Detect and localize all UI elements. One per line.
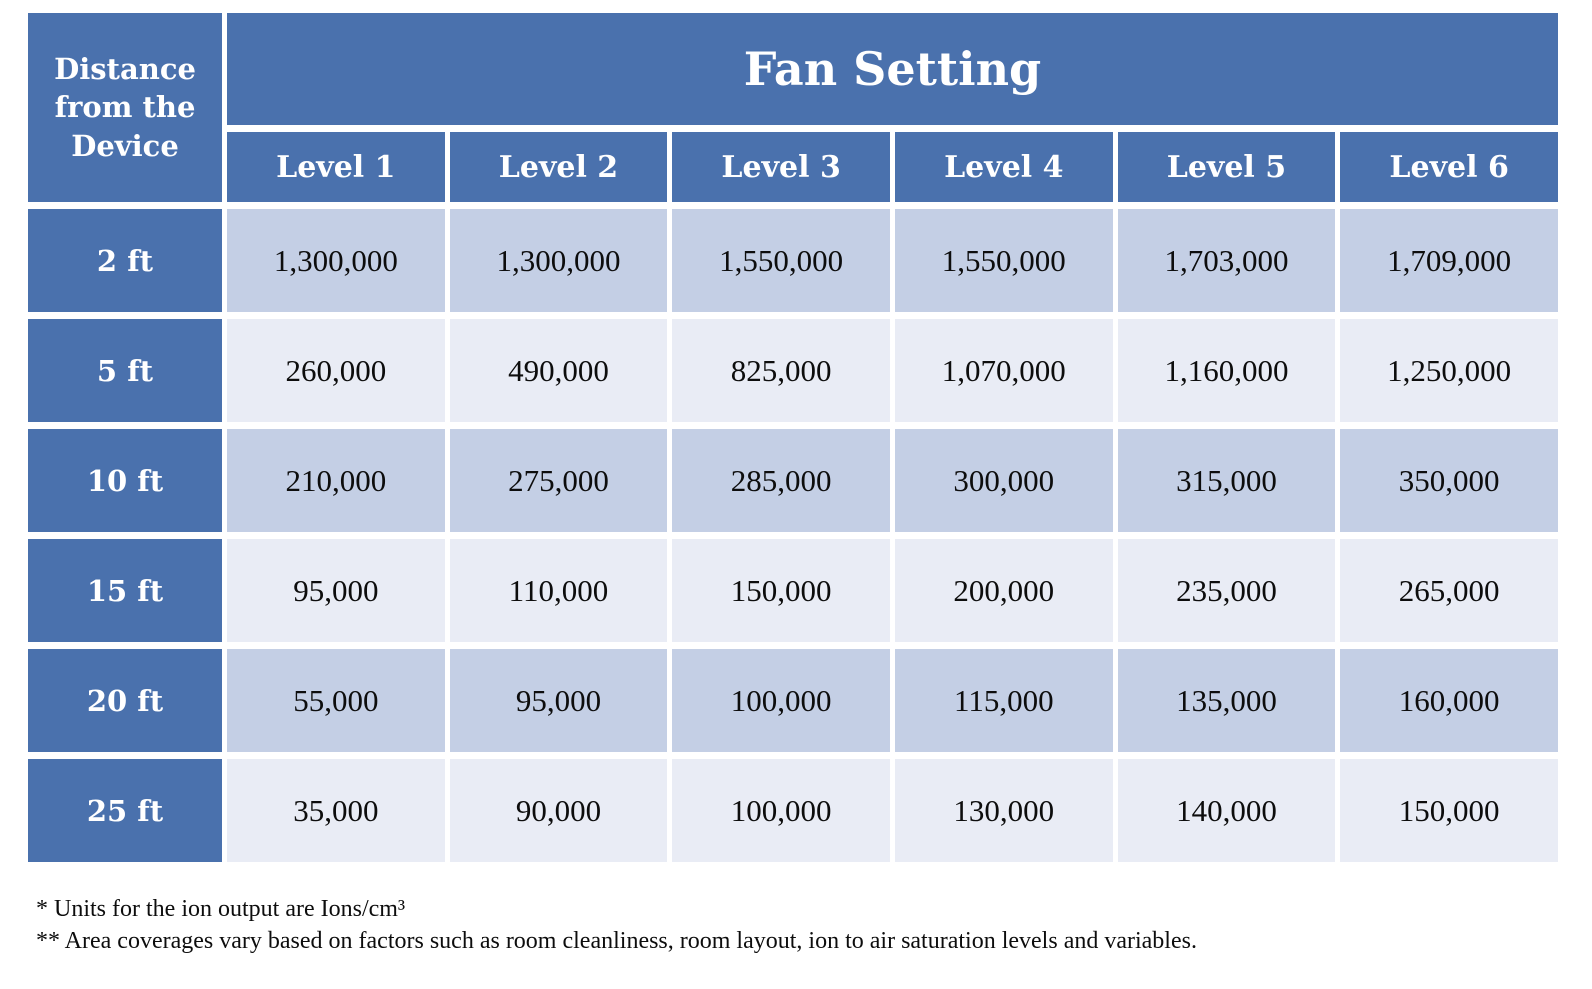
value-cell: 490,000 bbox=[449, 319, 668, 422]
value-cell: 1,300,000 bbox=[227, 209, 445, 312]
column-header-row: Level 1 Level 2 Level 3 Level 4 Level 5 Level… bbox=[28, 132, 1558, 202]
column-header-level-3: Level 3 bbox=[672, 132, 890, 202]
value-cell: 130,000 bbox=[894, 759, 1113, 862]
column-header-level-5: Level 5 bbox=[1117, 132, 1336, 202]
value-cell: 210,000 bbox=[227, 429, 445, 532]
value-cell: 95,000 bbox=[449, 649, 668, 752]
value-cell: 1,250,000 bbox=[1340, 319, 1558, 422]
value-cell: 115,000 bbox=[894, 649, 1113, 752]
value-cell: 1,709,000 bbox=[1340, 209, 1558, 312]
value-cell: 100,000 bbox=[672, 759, 890, 862]
value-cell: 135,000 bbox=[1117, 649, 1336, 752]
footnote-coverage: ** Area coverages vary based on factors … bbox=[36, 928, 1197, 954]
column-header-level-6: Level 6 bbox=[1340, 132, 1558, 202]
table-row: 5 ft 260,000 490,000 825,000 1,070,000 1,160,… bbox=[28, 319, 1558, 422]
value-cell: 35,000 bbox=[227, 759, 445, 862]
group-header-fan-setting: Fan Setting bbox=[227, 13, 1558, 125]
column-header-level-1: Level 1 bbox=[227, 132, 445, 202]
table-row: 15 ft 95,000 110,000 150,000 200,000 235,000 2… bbox=[28, 539, 1558, 642]
value-cell: 1,550,000 bbox=[672, 209, 890, 312]
value-cell: 1,160,000 bbox=[1117, 319, 1336, 422]
value-cell: 110,000 bbox=[449, 539, 668, 642]
value-cell: 95,000 bbox=[227, 539, 445, 642]
value-cell: 90,000 bbox=[449, 759, 668, 862]
value-cell: 150,000 bbox=[672, 539, 890, 642]
value-cell: 150,000 bbox=[1340, 759, 1558, 862]
value-cell: 300,000 bbox=[894, 429, 1113, 532]
value-cell: 285,000 bbox=[672, 429, 890, 532]
value-cell: 1,300,000 bbox=[449, 209, 668, 312]
ion-output-table: Distance from the Device Fan Setting Lev… bbox=[23, 6, 1563, 869]
column-header-level-4: Level 4 bbox=[894, 132, 1113, 202]
value-cell: 140,000 bbox=[1117, 759, 1336, 862]
column-header-level-2: Level 2 bbox=[449, 132, 668, 202]
value-cell: 1,703,000 bbox=[1117, 209, 1336, 312]
row-label: 2 ft bbox=[28, 209, 222, 312]
row-label: 5 ft bbox=[28, 319, 222, 422]
group-header-row: Distance from the Device Fan Setting bbox=[28, 13, 1558, 202]
footnote-units: * Units for the ion output are Ions/cm³ bbox=[36, 896, 406, 922]
value-cell: 1,070,000 bbox=[894, 319, 1113, 422]
value-cell: 260,000 bbox=[227, 319, 445, 422]
value-cell: 160,000 bbox=[1340, 649, 1558, 752]
table-row: 2 ft 1,300,000 1,300,000 1,550,000 1,550,000… bbox=[28, 209, 1558, 312]
value-cell: 265,000 bbox=[1340, 539, 1558, 642]
table-row: 20 ft 55,000 95,000 100,000 115,000 135,000 16… bbox=[28, 649, 1558, 752]
corner-header-distance-from-device: Distance from the Device bbox=[28, 13, 222, 202]
value-cell: 200,000 bbox=[894, 539, 1113, 642]
row-label: 20 ft bbox=[28, 649, 222, 752]
row-label: 10 ft bbox=[28, 429, 222, 532]
row-label: 25 ft bbox=[28, 759, 222, 862]
value-cell: 55,000 bbox=[227, 649, 445, 752]
value-cell: 350,000 bbox=[1340, 429, 1558, 532]
table-row: 25 ft 35,000 90,000 100,000 130,000 140,000 15… bbox=[28, 759, 1558, 862]
row-label: 15 ft bbox=[28, 539, 222, 642]
value-cell: 235,000 bbox=[1117, 539, 1336, 642]
value-cell: 275,000 bbox=[449, 429, 668, 532]
value-cell: 825,000 bbox=[672, 319, 890, 422]
table-row: 10 ft 210,000 275,000 285,000 300,000 315,000… bbox=[28, 429, 1558, 532]
value-cell: 315,000 bbox=[1117, 429, 1336, 532]
value-cell: 1,550,000 bbox=[894, 209, 1113, 312]
value-cell: 100,000 bbox=[672, 649, 890, 752]
footnotes: * Units for the ion output are Ions/cm³ … bbox=[36, 893, 1592, 957]
